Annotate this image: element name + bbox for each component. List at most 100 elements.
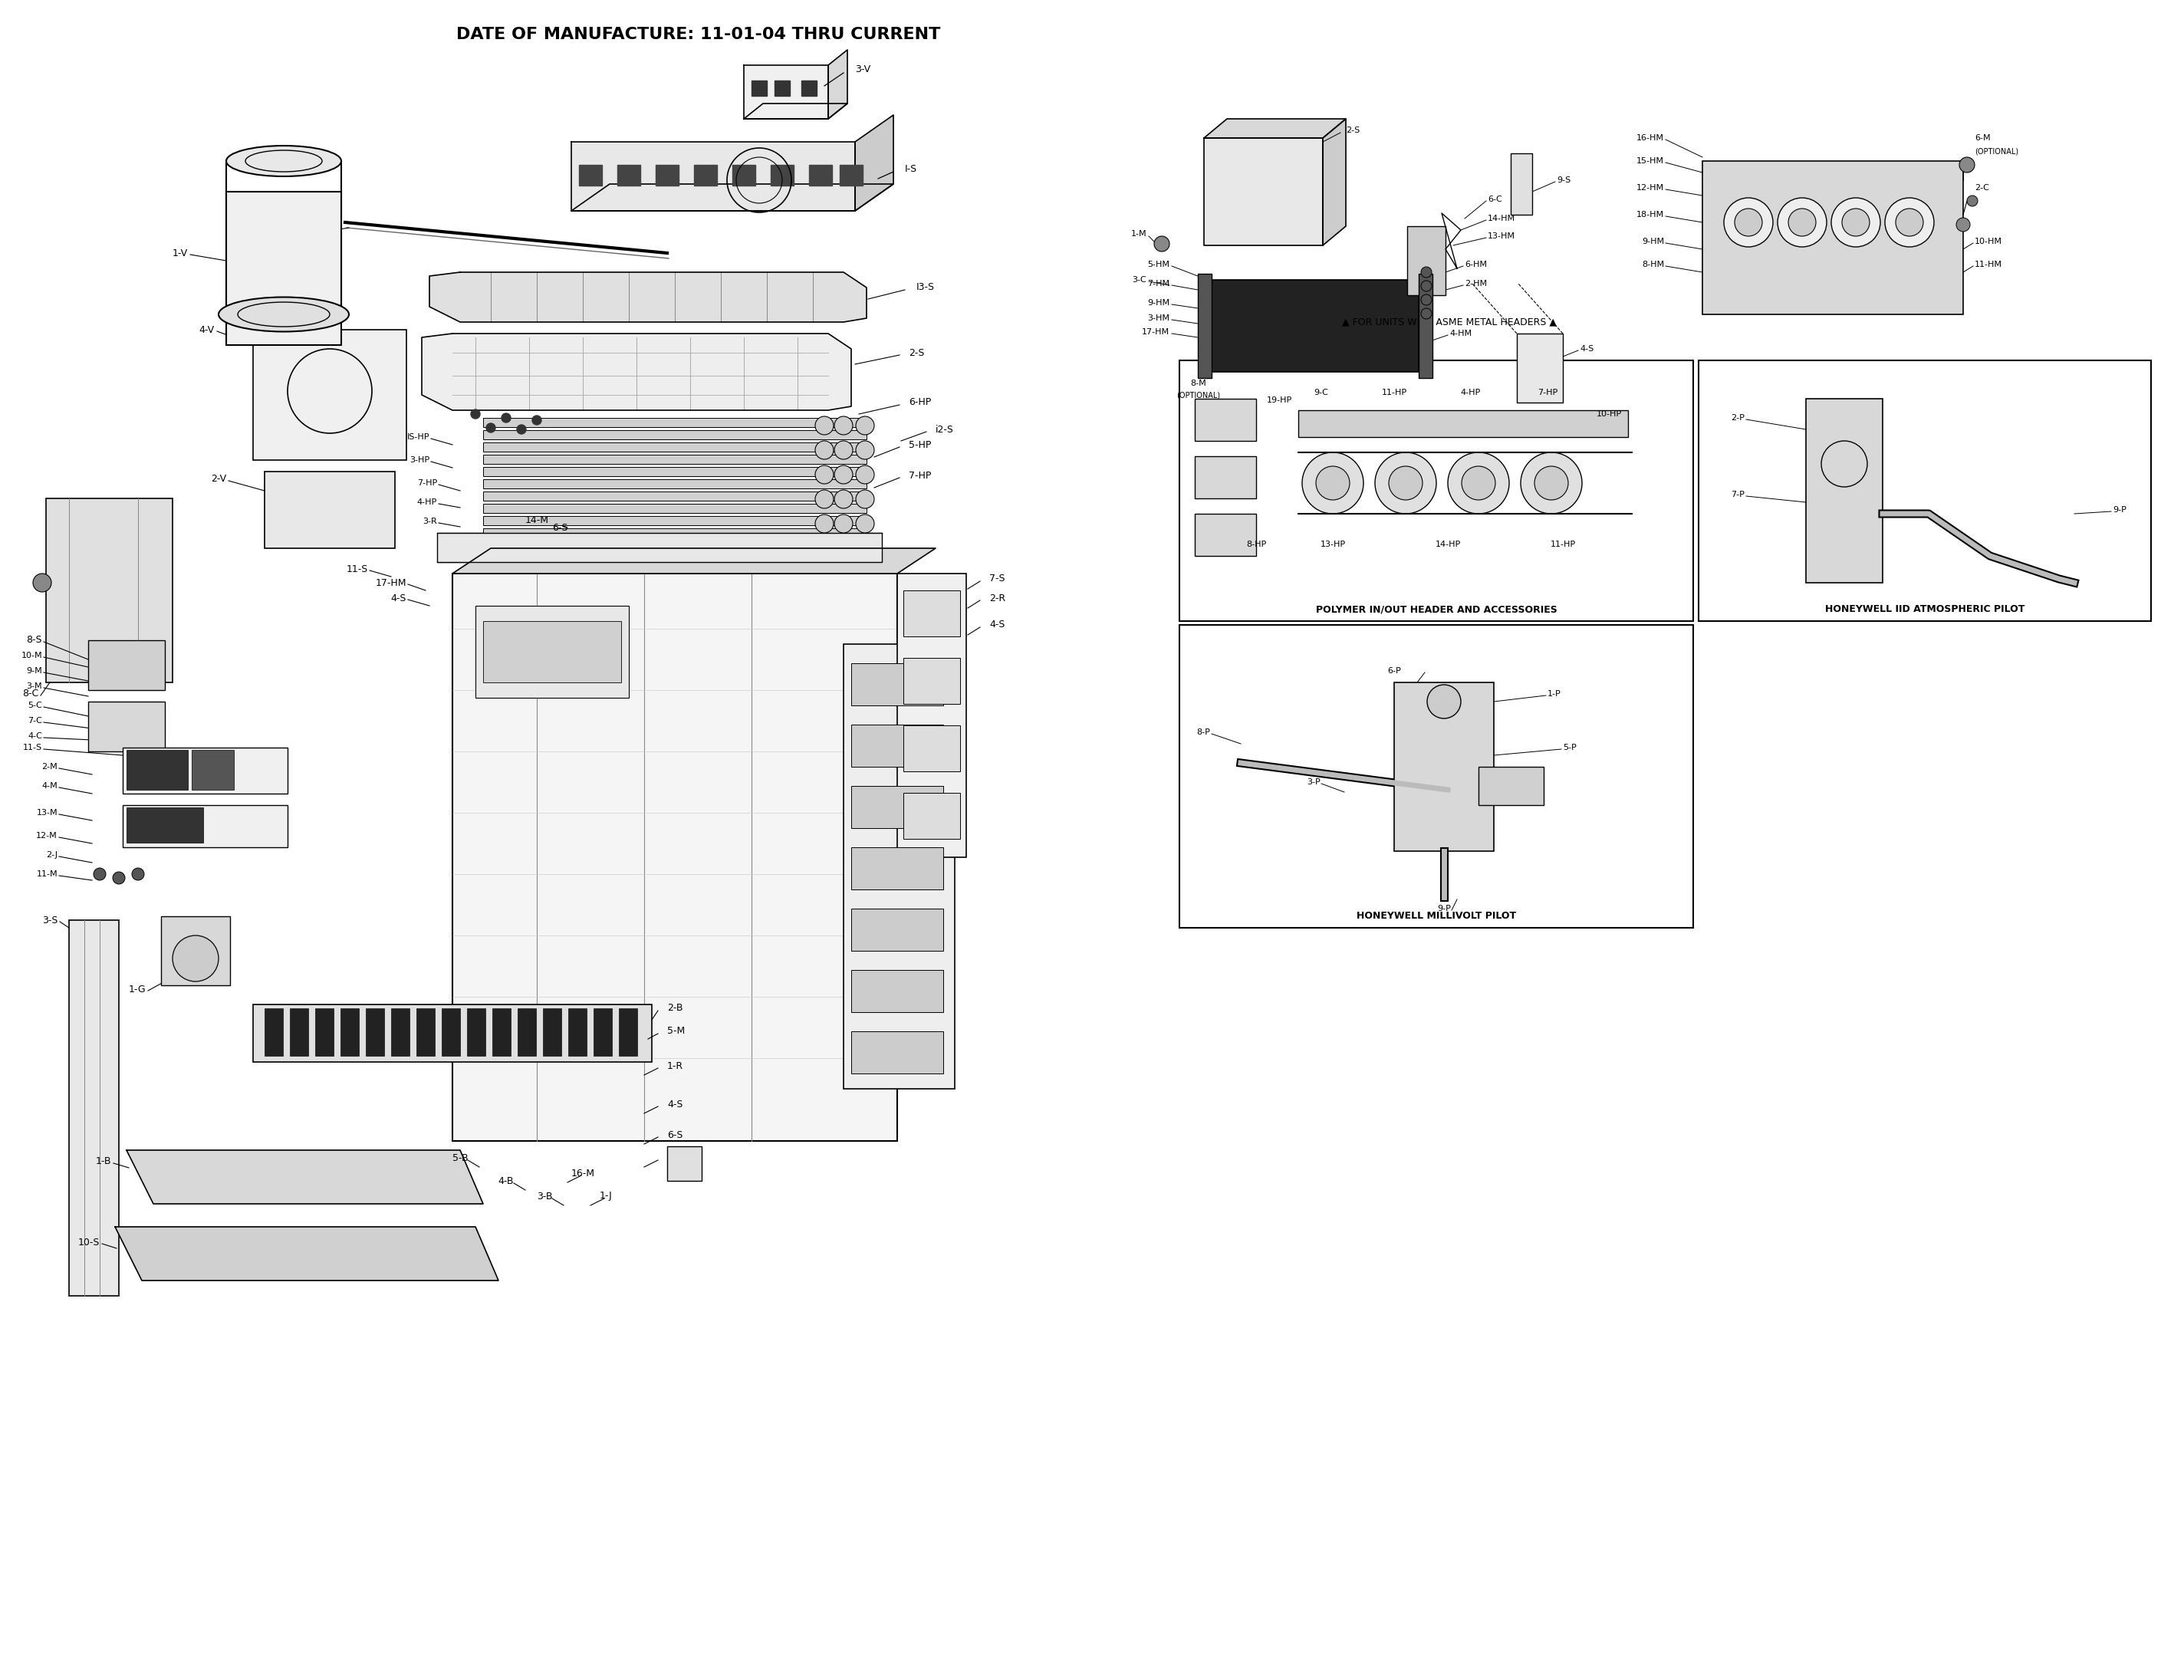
Bar: [852, 664, 943, 706]
Text: 6-HP: 6-HP: [909, 398, 930, 408]
Text: 10-HM: 10-HM: [1974, 237, 2003, 245]
Bar: [1518, 334, 1564, 403]
Bar: [483, 504, 867, 512]
Circle shape: [1734, 208, 1762, 237]
Text: 9-P: 9-P: [1437, 906, 1450, 912]
Circle shape: [856, 514, 874, 533]
Text: 2-B: 2-B: [666, 1003, 684, 1013]
Bar: [1701, 161, 1963, 314]
Text: 16-M: 16-M: [570, 1168, 594, 1178]
Bar: [483, 430, 867, 440]
Circle shape: [114, 872, 124, 884]
Circle shape: [131, 869, 144, 880]
Text: 4-HP: 4-HP: [417, 499, 437, 506]
Circle shape: [94, 869, 105, 880]
Bar: [1699, 361, 2151, 622]
Bar: [1479, 766, 1544, 805]
Polygon shape: [839, 165, 863, 185]
Bar: [192, 749, 234, 790]
Polygon shape: [127, 1151, 483, 1205]
Text: 8-M: 8-M: [1190, 380, 1206, 386]
Text: 7-C: 7-C: [28, 717, 41, 724]
Text: 1-M: 1-M: [1131, 230, 1147, 237]
Text: 9-HM: 9-HM: [1642, 237, 1664, 245]
Text: (OPTIONAL): (OPTIONAL): [1974, 148, 2018, 156]
Text: 3-HM: 3-HM: [1147, 314, 1168, 323]
Text: 5-HM: 5-HM: [1147, 260, 1168, 269]
Circle shape: [487, 423, 496, 432]
Circle shape: [856, 440, 874, 459]
Bar: [898, 573, 965, 857]
Bar: [1195, 457, 1256, 499]
Bar: [417, 1008, 435, 1055]
Bar: [852, 847, 943, 889]
Text: 6-S: 6-S: [666, 1131, 684, 1139]
Bar: [483, 516, 867, 526]
Polygon shape: [579, 165, 603, 185]
Bar: [483, 455, 867, 464]
Circle shape: [815, 417, 834, 435]
Text: 17-HM: 17-HM: [1142, 328, 1168, 336]
Bar: [264, 472, 395, 548]
Bar: [483, 622, 620, 682]
Polygon shape: [452, 548, 935, 573]
Bar: [1406, 227, 1446, 296]
Text: 15-HM: 15-HM: [1636, 158, 1664, 165]
Polygon shape: [771, 165, 793, 185]
Bar: [476, 606, 629, 697]
Circle shape: [1535, 465, 1568, 501]
Circle shape: [502, 413, 511, 422]
Text: 3-S: 3-S: [41, 916, 57, 926]
Circle shape: [815, 514, 834, 533]
Circle shape: [834, 491, 852, 509]
Text: 3-B: 3-B: [537, 1191, 553, 1201]
Text: 4-HM: 4-HM: [1450, 329, 1472, 338]
Circle shape: [1302, 452, 1363, 514]
Text: 5-P: 5-P: [1564, 744, 1577, 751]
Text: 1-V: 1-V: [173, 249, 188, 259]
Text: 11-M: 11-M: [37, 870, 57, 879]
Text: 14-HP: 14-HP: [1435, 541, 1461, 548]
Text: 14-M: 14-M: [271, 228, 295, 239]
Text: IS-HP: IS-HP: [406, 433, 430, 440]
Polygon shape: [732, 165, 756, 185]
Circle shape: [1461, 465, 1496, 501]
Text: 5-M: 5-M: [666, 1026, 686, 1037]
Bar: [904, 793, 961, 838]
Circle shape: [1968, 195, 1979, 207]
Circle shape: [1778, 198, 1826, 247]
Circle shape: [1959, 158, 1974, 173]
Circle shape: [815, 465, 834, 484]
Text: 9-S: 9-S: [1557, 176, 1570, 185]
Text: 4-B: 4-B: [498, 1176, 513, 1186]
Text: 1-J: 1-J: [598, 1191, 612, 1201]
Text: 6-HM: 6-HM: [1465, 260, 1487, 269]
Text: 2-M: 2-M: [41, 763, 57, 771]
Bar: [904, 590, 961, 637]
Text: 3-P: 3-P: [1306, 778, 1321, 786]
Bar: [904, 659, 961, 704]
Bar: [491, 1008, 511, 1055]
Text: 13-HM: 13-HM: [1487, 232, 1516, 240]
Text: 19-HP: 19-HP: [1267, 396, 1293, 405]
Text: 11-S: 11-S: [22, 744, 41, 751]
Polygon shape: [828, 50, 847, 119]
Text: 1-G: 1-G: [129, 984, 146, 995]
Text: 5-B: 5-B: [452, 1152, 467, 1163]
Bar: [290, 1008, 308, 1055]
Circle shape: [856, 465, 874, 484]
Circle shape: [1422, 294, 1433, 306]
Bar: [452, 573, 898, 1141]
Text: 11-HP: 11-HP: [1382, 388, 1406, 396]
Polygon shape: [430, 272, 867, 323]
Text: 17-HM: 17-HM: [376, 578, 406, 588]
Polygon shape: [751, 81, 767, 96]
Text: 16-M: 16-M: [666, 1152, 690, 1163]
Bar: [594, 1008, 612, 1055]
Polygon shape: [695, 165, 716, 185]
Bar: [264, 1008, 284, 1055]
Text: HONEYWELL IID ATMOSPHERIC PILOT: HONEYWELL IID ATMOSPHERIC PILOT: [1826, 605, 2025, 615]
Text: 7-P: 7-P: [1732, 491, 1745, 499]
Ellipse shape: [218, 297, 349, 331]
Text: 18-HM: 18-HM: [1636, 212, 1664, 218]
